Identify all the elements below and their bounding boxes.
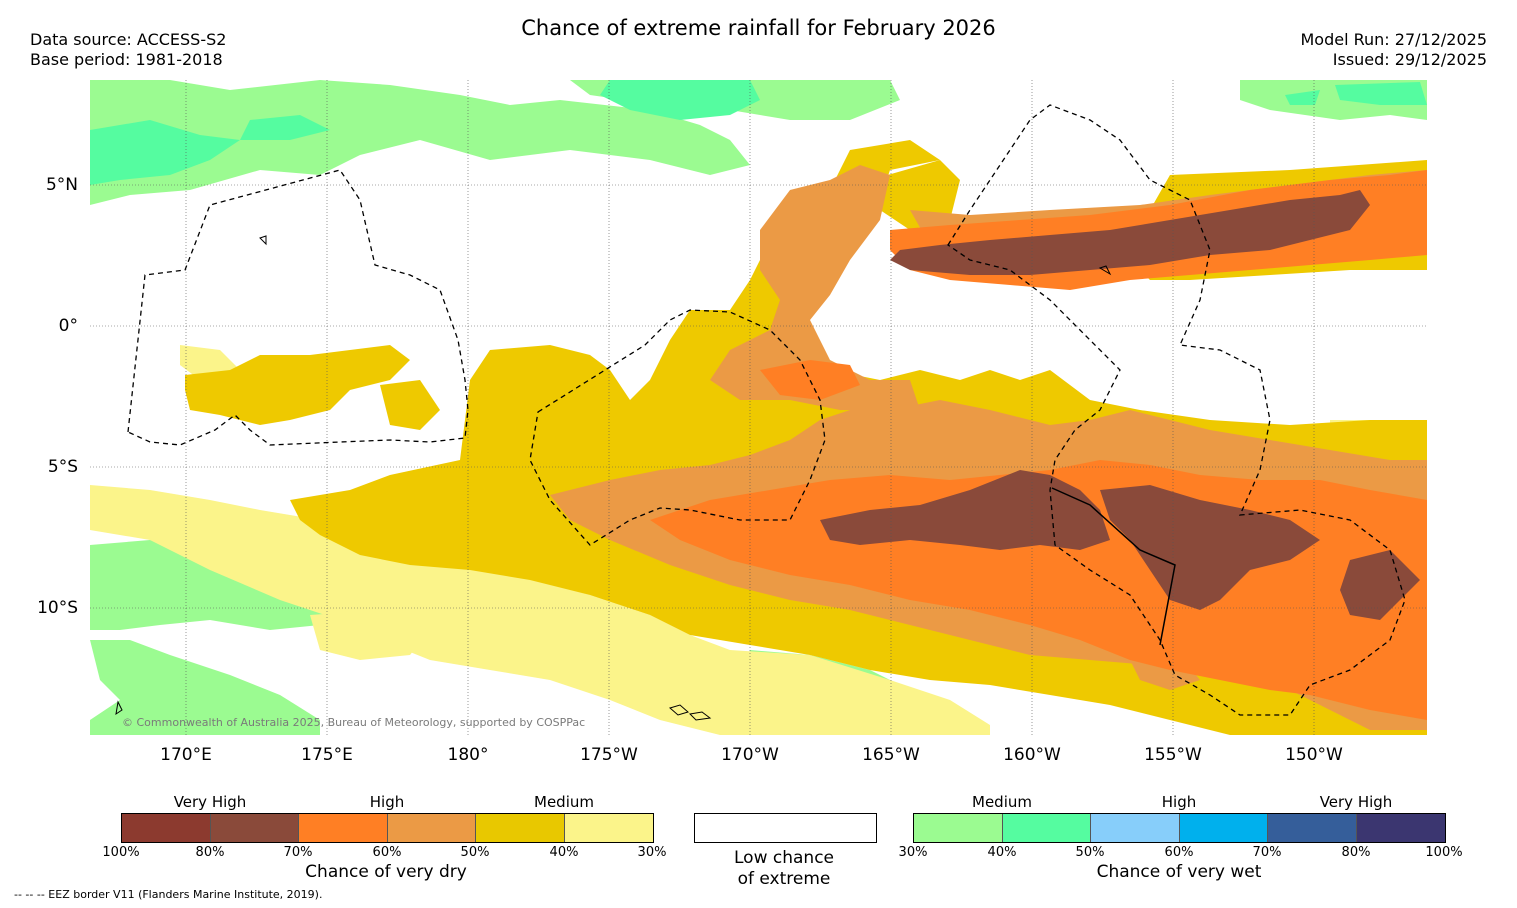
dry-cat-high: High [369,793,405,811]
wet-seg-4 [1180,814,1268,842]
dry-seg-1 [122,814,211,842]
lat-label-5n: 5°N [45,175,78,195]
wet-seg-1 [914,814,1003,842]
dry-tick: 60% [372,845,402,860]
lon-label-150w: 150°W [1285,745,1343,765]
wet-cat-high: High [1161,793,1197,811]
lon-label-180: 180° [447,745,489,765]
wet-seg-3 [1091,814,1180,842]
data-source-text: Data source: ACCESS-S2 [30,30,227,49]
dry-seg-2 [211,814,299,842]
island-outlines [115,235,1112,721]
lon-label-165w: 165°W [862,745,920,765]
dry-colorbar [121,813,654,843]
wet-tick: 30% [898,845,928,860]
dry-caption: Chance of very dry [305,862,467,882]
dry-tick: 80% [195,845,225,860]
wet-colorbar [913,813,1446,843]
wet-tick: 60% [1164,845,1194,860]
lon-label-170e: 170°E [160,745,212,765]
dry-cat-medium: Medium [534,793,594,811]
dry-tick: 50% [460,845,490,860]
wet-caption: Chance of very wet [1096,862,1262,882]
dry-seg-3 [299,814,388,842]
wet-tick: 80% [1341,845,1371,860]
lon-label-170w: 170°W [721,745,779,765]
base-period-text: Base period: 1981-2018 [30,50,223,69]
low-chance-box [694,813,877,843]
run-info: Model Run: 27/12/2025 Issued: 29/12/2025 [1301,30,1488,70]
low-chance-line2: of extreme [737,869,831,889]
wet-cat-medium: Medium [972,793,1032,811]
wet-tick: 100% [1425,845,1463,860]
lon-label-175e: 175°E [301,745,353,765]
dry-tick: 100% [102,845,140,860]
eez-footnote: -- -- -- EEZ border V11 (Flanders Marine… [14,888,323,901]
wet-seg-5 [1268,814,1357,842]
dry-tick: 70% [283,845,313,860]
dry-tick: 40% [549,845,579,860]
dry-cat-very-high: Very High [173,793,247,811]
model-run-text: Model Run: 27/12/2025 [1300,30,1488,49]
wet-green-regions [90,80,1427,185]
map-title: Chance of extreme rainfall for February … [521,16,996,40]
wet-seg-6 [1357,814,1445,842]
wet-tick: 50% [1075,845,1105,860]
copyright-text: © Commonwealth of Australia 2025, Bureau… [122,716,586,729]
wet-tick: 70% [1252,845,1282,860]
lon-label-175w: 175°W [580,745,638,765]
wet-tick: 40% [987,845,1017,860]
lat-label-10s: 10°S [37,598,78,618]
lat-label-5s: 5°S [47,457,78,477]
low-chance-line1: Low chance [734,848,834,868]
lon-label-155w: 155°W [1144,745,1202,765]
issued-text: Issued: 29/12/2025 [1332,50,1487,69]
dry-tick: 30% [637,845,667,860]
low-chance-caption: Low chance of extreme [684,848,884,890]
rainfall-map [90,80,1427,735]
dry-seg-6 [565,814,653,842]
dry-seg-5 [476,814,565,842]
source-info: Data source: ACCESS-S2 Base period: 1981… [30,30,226,70]
solid-boundary-line [1051,487,1176,646]
wet-cat-very-high: Very High [1319,793,1393,811]
wet-seg-2 [1003,814,1091,842]
lon-label-160w: 160°W [1003,745,1061,765]
dry-seg-4 [388,814,476,842]
lat-label-0: 0° [58,316,78,336]
eez-borders [127,104,1406,716]
very-dry-dark-regions [820,190,1420,620]
